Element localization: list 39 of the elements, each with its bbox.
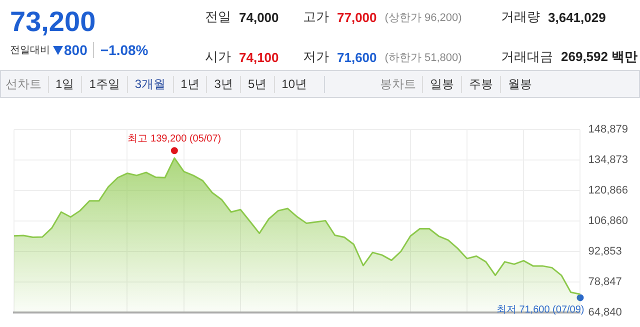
text: 전일대비: [10, 45, 50, 56]
text: 전일: [205, 9, 231, 24]
text: −1.08%: [100, 42, 148, 58]
y-tick-label: 78,847: [588, 276, 622, 288]
text: 10년: [282, 76, 307, 90]
text: 월봉: [508, 76, 532, 90]
text: 거래량: [501, 9, 540, 24]
text: 74,100: [239, 50, 279, 64]
text: 일봉: [430, 76, 454, 90]
text: 800: [64, 42, 88, 58]
y-tick-label: 106,860: [588, 215, 628, 228]
text: (하한가 51,800): [384, 52, 462, 64]
annotation: 최저 71,600 (07/09): [496, 304, 584, 316]
text: 봉차트: [380, 76, 416, 90]
text: (상한가 96,200): [384, 12, 462, 24]
y-tick-label: 134,873: [588, 154, 628, 166]
text: 5년: [248, 76, 267, 90]
y-tick-label: 148,879: [588, 124, 628, 136]
y-tick-label: 64,840: [588, 306, 622, 318]
text: 고가: [303, 9, 329, 24]
text: 저가: [303, 49, 329, 64]
annotation: 최고 139,200 (05/07): [128, 133, 222, 144]
text: 1주일: [89, 76, 120, 90]
text: 3개월: [134, 76, 166, 90]
text: 1년: [180, 76, 200, 90]
text: 시가: [205, 49, 231, 64]
text: 3년: [214, 76, 233, 90]
y-tick-label: 120,866: [588, 184, 628, 197]
text: 269,592 백만: [561, 49, 638, 64]
text: 주봉: [469, 76, 493, 90]
text: 77,000: [337, 10, 377, 24]
text: 74,000: [239, 10, 279, 24]
text: 거래대금: [501, 49, 553, 64]
text: 71,600: [337, 50, 377, 64]
text: 선차트: [6, 76, 42, 90]
text: 1일: [56, 76, 74, 90]
text: 73,200: [10, 6, 96, 37]
y-tick-label: 92,853: [588, 246, 622, 258]
text: 3,641,029: [548, 10, 606, 24]
